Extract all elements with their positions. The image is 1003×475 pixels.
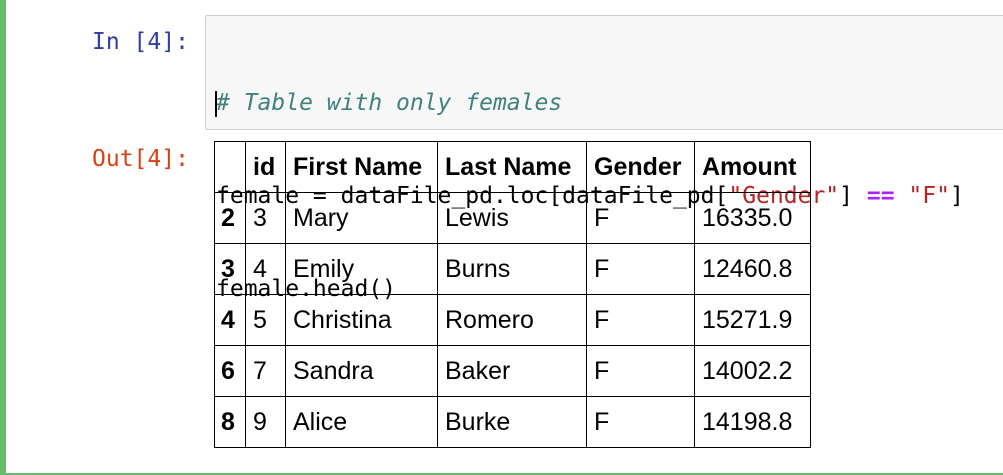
row-index: 6 [214, 345, 246, 397]
cell-last-name: Burke [437, 396, 587, 448]
table-row: 3 4 Emily Burns F 12460.8 [214, 243, 811, 295]
row-index: 3 [214, 243, 246, 295]
cell-first-name: Christina [285, 294, 438, 346]
row-index: 8 [214, 396, 246, 448]
cell-last-name: Burns [437, 243, 587, 295]
column-header-gender: Gender [586, 141, 695, 193]
input-prompt: In [4]: [92, 29, 189, 55]
cell-amount: 15271.9 [694, 294, 811, 346]
cell-last-name: Romero [437, 294, 587, 346]
table-header-row: id First Name Last Name Gender Amount [214, 141, 811, 193]
cell-first-name: Emily [285, 243, 438, 295]
code-line-1: # Table with only females [215, 88, 964, 119]
cell-id: 4 [245, 243, 286, 295]
code-operator: == [866, 183, 895, 209]
column-header-amount: Amount [694, 141, 811, 193]
table-row: 8 9 Alice Burke F 14198.8 [214, 396, 811, 448]
row-index: 4 [214, 294, 246, 346]
code-string: "F" [908, 183, 950, 209]
cell-id: 7 [245, 345, 286, 397]
cell-id: 9 [245, 396, 286, 448]
column-header-last-name: Last Name [437, 141, 587, 193]
column-header-first-name: First Name [285, 141, 438, 193]
cell-first-name: Sandra [285, 345, 438, 397]
cell-gender: F [586, 396, 695, 448]
index-header [214, 141, 246, 193]
cell-gender: F [586, 294, 695, 346]
code-segment: ] [839, 183, 867, 209]
dataframe-table: id First Name Last Name Gender Amount 2 … [214, 141, 811, 448]
row-index: 2 [214, 192, 246, 244]
cell-amount: 16335.0 [694, 192, 811, 244]
output-prompt: Out[4]: [92, 146, 189, 172]
cell-amount: 14002.2 [694, 345, 811, 397]
cell-first-name: Mary [285, 192, 438, 244]
cell-gender: F [586, 243, 695, 295]
column-header-id: id [245, 141, 286, 193]
cell-amount: 12460.8 [694, 243, 811, 295]
cell-first-name: Alice [285, 396, 438, 448]
cell-last-name: Baker [437, 345, 587, 397]
text-cursor [215, 91, 217, 117]
cell-gender: F [586, 192, 695, 244]
code-segment: ] [949, 183, 964, 209]
table-row: 6 7 Sandra Baker F 14002.2 [214, 345, 811, 397]
code-comment: # Table with only females [216, 90, 563, 116]
cell-gender: F [586, 345, 695, 397]
code-segment [895, 183, 909, 209]
cell-id: 5 [245, 294, 286, 346]
table-row: 2 3 Mary Lewis F 16335.0 [214, 192, 811, 244]
cell-amount: 14198.8 [694, 396, 811, 448]
code-editor[interactable]: # Table with only females female = dataF… [205, 15, 1003, 302]
cell-last-name: Lewis [437, 192, 587, 244]
cell-id: 3 [245, 192, 286, 244]
table-row: 4 5 Christina Romero F 15271.9 [214, 294, 811, 346]
